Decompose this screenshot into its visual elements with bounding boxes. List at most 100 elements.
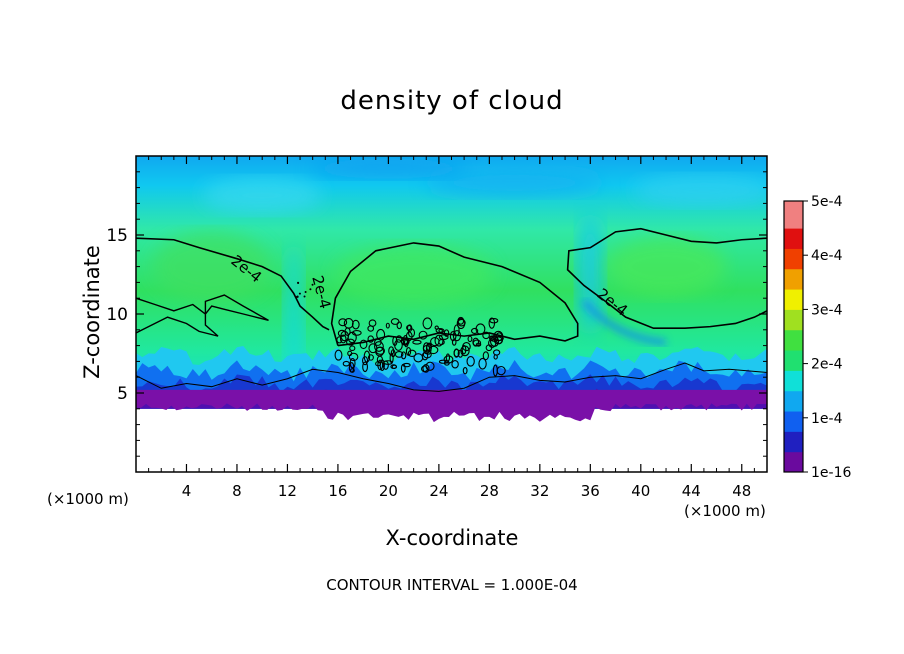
colorbar-segment [784,336,803,344]
contour-speckle [389,352,394,364]
contour-speckle [347,350,353,357]
contour-speckle [390,364,397,369]
contour-speckle [298,292,301,295]
contour-speckle [309,288,312,291]
colorbar-segment [784,411,803,419]
colorbar-segment [784,329,803,337]
y-axis-label: Z-coordinate [80,245,104,379]
contour-speckle [394,339,403,351]
contour-line [136,237,330,331]
colorbar-tick-label: 5e-4 [811,194,843,210]
field-region [633,174,767,207]
colorbar-segment [784,295,803,304]
contour-speckle [367,335,375,343]
x-tick-label: 40 [631,482,650,500]
colorbar-segment [784,207,803,216]
contour-speckle [435,327,445,334]
contour-speckle [359,339,368,350]
contour-speckle [408,328,416,338]
contour-speckle [374,338,382,346]
colorbar-segment [784,356,803,365]
contour-speckle [362,356,369,366]
contour-speckle [418,330,428,340]
cloud-density-field [136,156,767,423]
contour-speckle [342,360,350,367]
x-tick-label: 32 [530,482,549,500]
contour-speckle [343,318,354,329]
colorbar-tick-label: 2e-4 [811,357,843,373]
contour-speckle [493,354,498,360]
colorbar-tick-label: 3e-4 [811,302,843,318]
colorbar-segment [784,275,803,283]
contour-speckle [374,341,384,352]
colorbar-segment [784,309,803,317]
colorbar-segment [784,397,803,405]
colorbar-segment [784,465,803,473]
contour-speckle [422,363,430,373]
contour-line [566,227,767,330]
contour-speckle [466,356,475,367]
contour-speckle [336,336,343,344]
contour-speckle [452,330,462,342]
contour-speckle [438,334,449,340]
colorbar-segment [784,417,803,426]
contour-speckle [390,318,400,325]
contour-speckle [438,339,445,346]
colorbar-segment [784,261,803,270]
contour-speckle [347,331,357,344]
contour-speckle [482,331,490,340]
contour-speckle [478,357,487,370]
colorbar-tick-label: 4e-4 [811,248,843,264]
contour-speckle [425,361,435,371]
colorbar-segment [784,228,803,236]
contour-speckle [438,359,449,364]
contour-speckle [382,360,389,370]
contour-speckle [375,346,386,355]
x-tick-label: 36 [581,482,600,500]
contour-speckle [461,344,467,355]
colorbar-segment [784,268,803,277]
contour-speckle [348,352,359,362]
field-region [308,158,469,179]
field-region [202,177,323,214]
x-tick-label: 24 [429,482,448,500]
contour-speckle [475,342,482,347]
contour-speckle [400,363,406,373]
x-axis-label: X-coordinate [385,526,519,550]
contour-speckle [351,319,360,330]
contour-speckle [412,339,422,345]
colorbar-segment [784,390,803,398]
contour-speckle [475,323,486,335]
colorbar-segment [784,201,803,209]
contour-speckle [453,324,460,337]
colorbar-segment [784,424,803,432]
colorbar-segment [784,255,803,263]
contour-line [330,242,579,347]
colorbar-segment [784,214,803,222]
contour-interval-note: CONTOUR INTERVAL = 1.000E-04 [326,576,578,594]
contour-speckle [339,334,347,344]
colorbar-segment [784,444,803,453]
x-tick-label: 12 [278,482,297,500]
contour-speckle [362,361,368,373]
contour-speckle [351,329,362,336]
contour-speckle [457,318,466,327]
colorbar-segment [784,248,803,256]
contour-speckle [400,351,407,360]
contour-speckle [297,281,300,284]
contour-speckle [471,327,479,335]
contour-speckle [311,283,314,286]
contour-speckle [451,338,457,346]
contour-speckle [482,351,489,361]
contour-speckle [489,317,499,324]
contour-speckle [460,345,470,357]
chart-title: density of cloud [340,86,564,116]
colorbar-segment [784,316,803,324]
colorbar-segment [784,438,803,446]
contour-speckle [402,362,411,368]
contour-speckle [443,329,450,337]
x-unit-label-right: (×1000 m) [684,502,766,520]
contour-line [136,362,767,392]
